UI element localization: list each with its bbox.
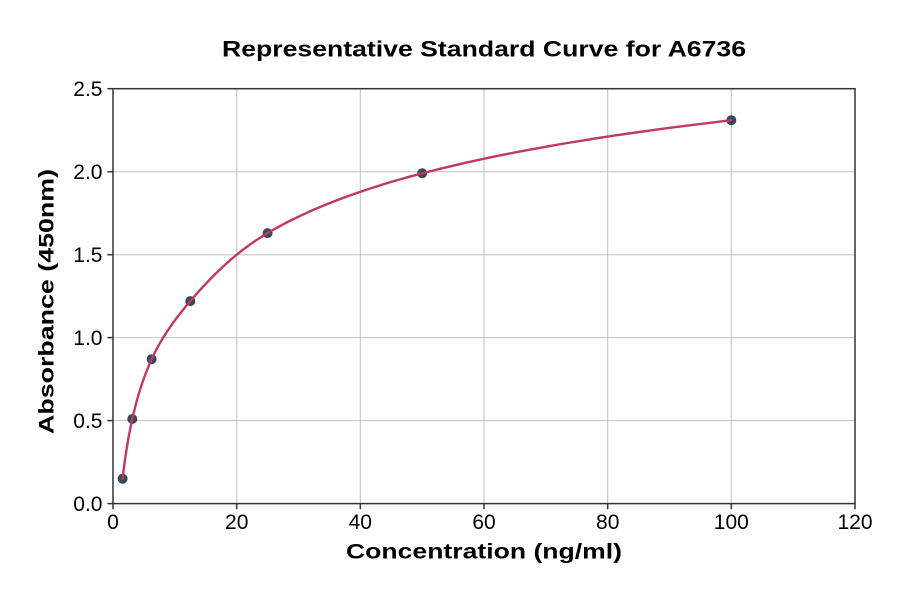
svg-text:Representative Standard Curve: Representative Standard Curve for A6736 xyxy=(222,36,746,61)
svg-text:Absorbance (450nm): Absorbance (450nm) xyxy=(35,169,59,434)
svg-text:2.0: 2.0 xyxy=(73,161,102,184)
svg-text:0.0: 0.0 xyxy=(73,493,102,516)
svg-text:40: 40 xyxy=(349,511,372,534)
svg-text:80: 80 xyxy=(596,511,619,534)
svg-text:100: 100 xyxy=(714,511,749,534)
svg-text:0.5: 0.5 xyxy=(73,410,102,433)
svg-text:60: 60 xyxy=(472,511,495,534)
svg-text:120: 120 xyxy=(837,511,872,534)
svg-text:1.0: 1.0 xyxy=(73,327,102,350)
svg-text:20: 20 xyxy=(225,511,248,534)
svg-text:Concentration (ng/ml): Concentration (ng/ml) xyxy=(346,540,622,564)
svg-text:2.5: 2.5 xyxy=(73,78,102,101)
svg-text:1.5: 1.5 xyxy=(73,244,102,267)
svg-text:0: 0 xyxy=(107,511,119,534)
